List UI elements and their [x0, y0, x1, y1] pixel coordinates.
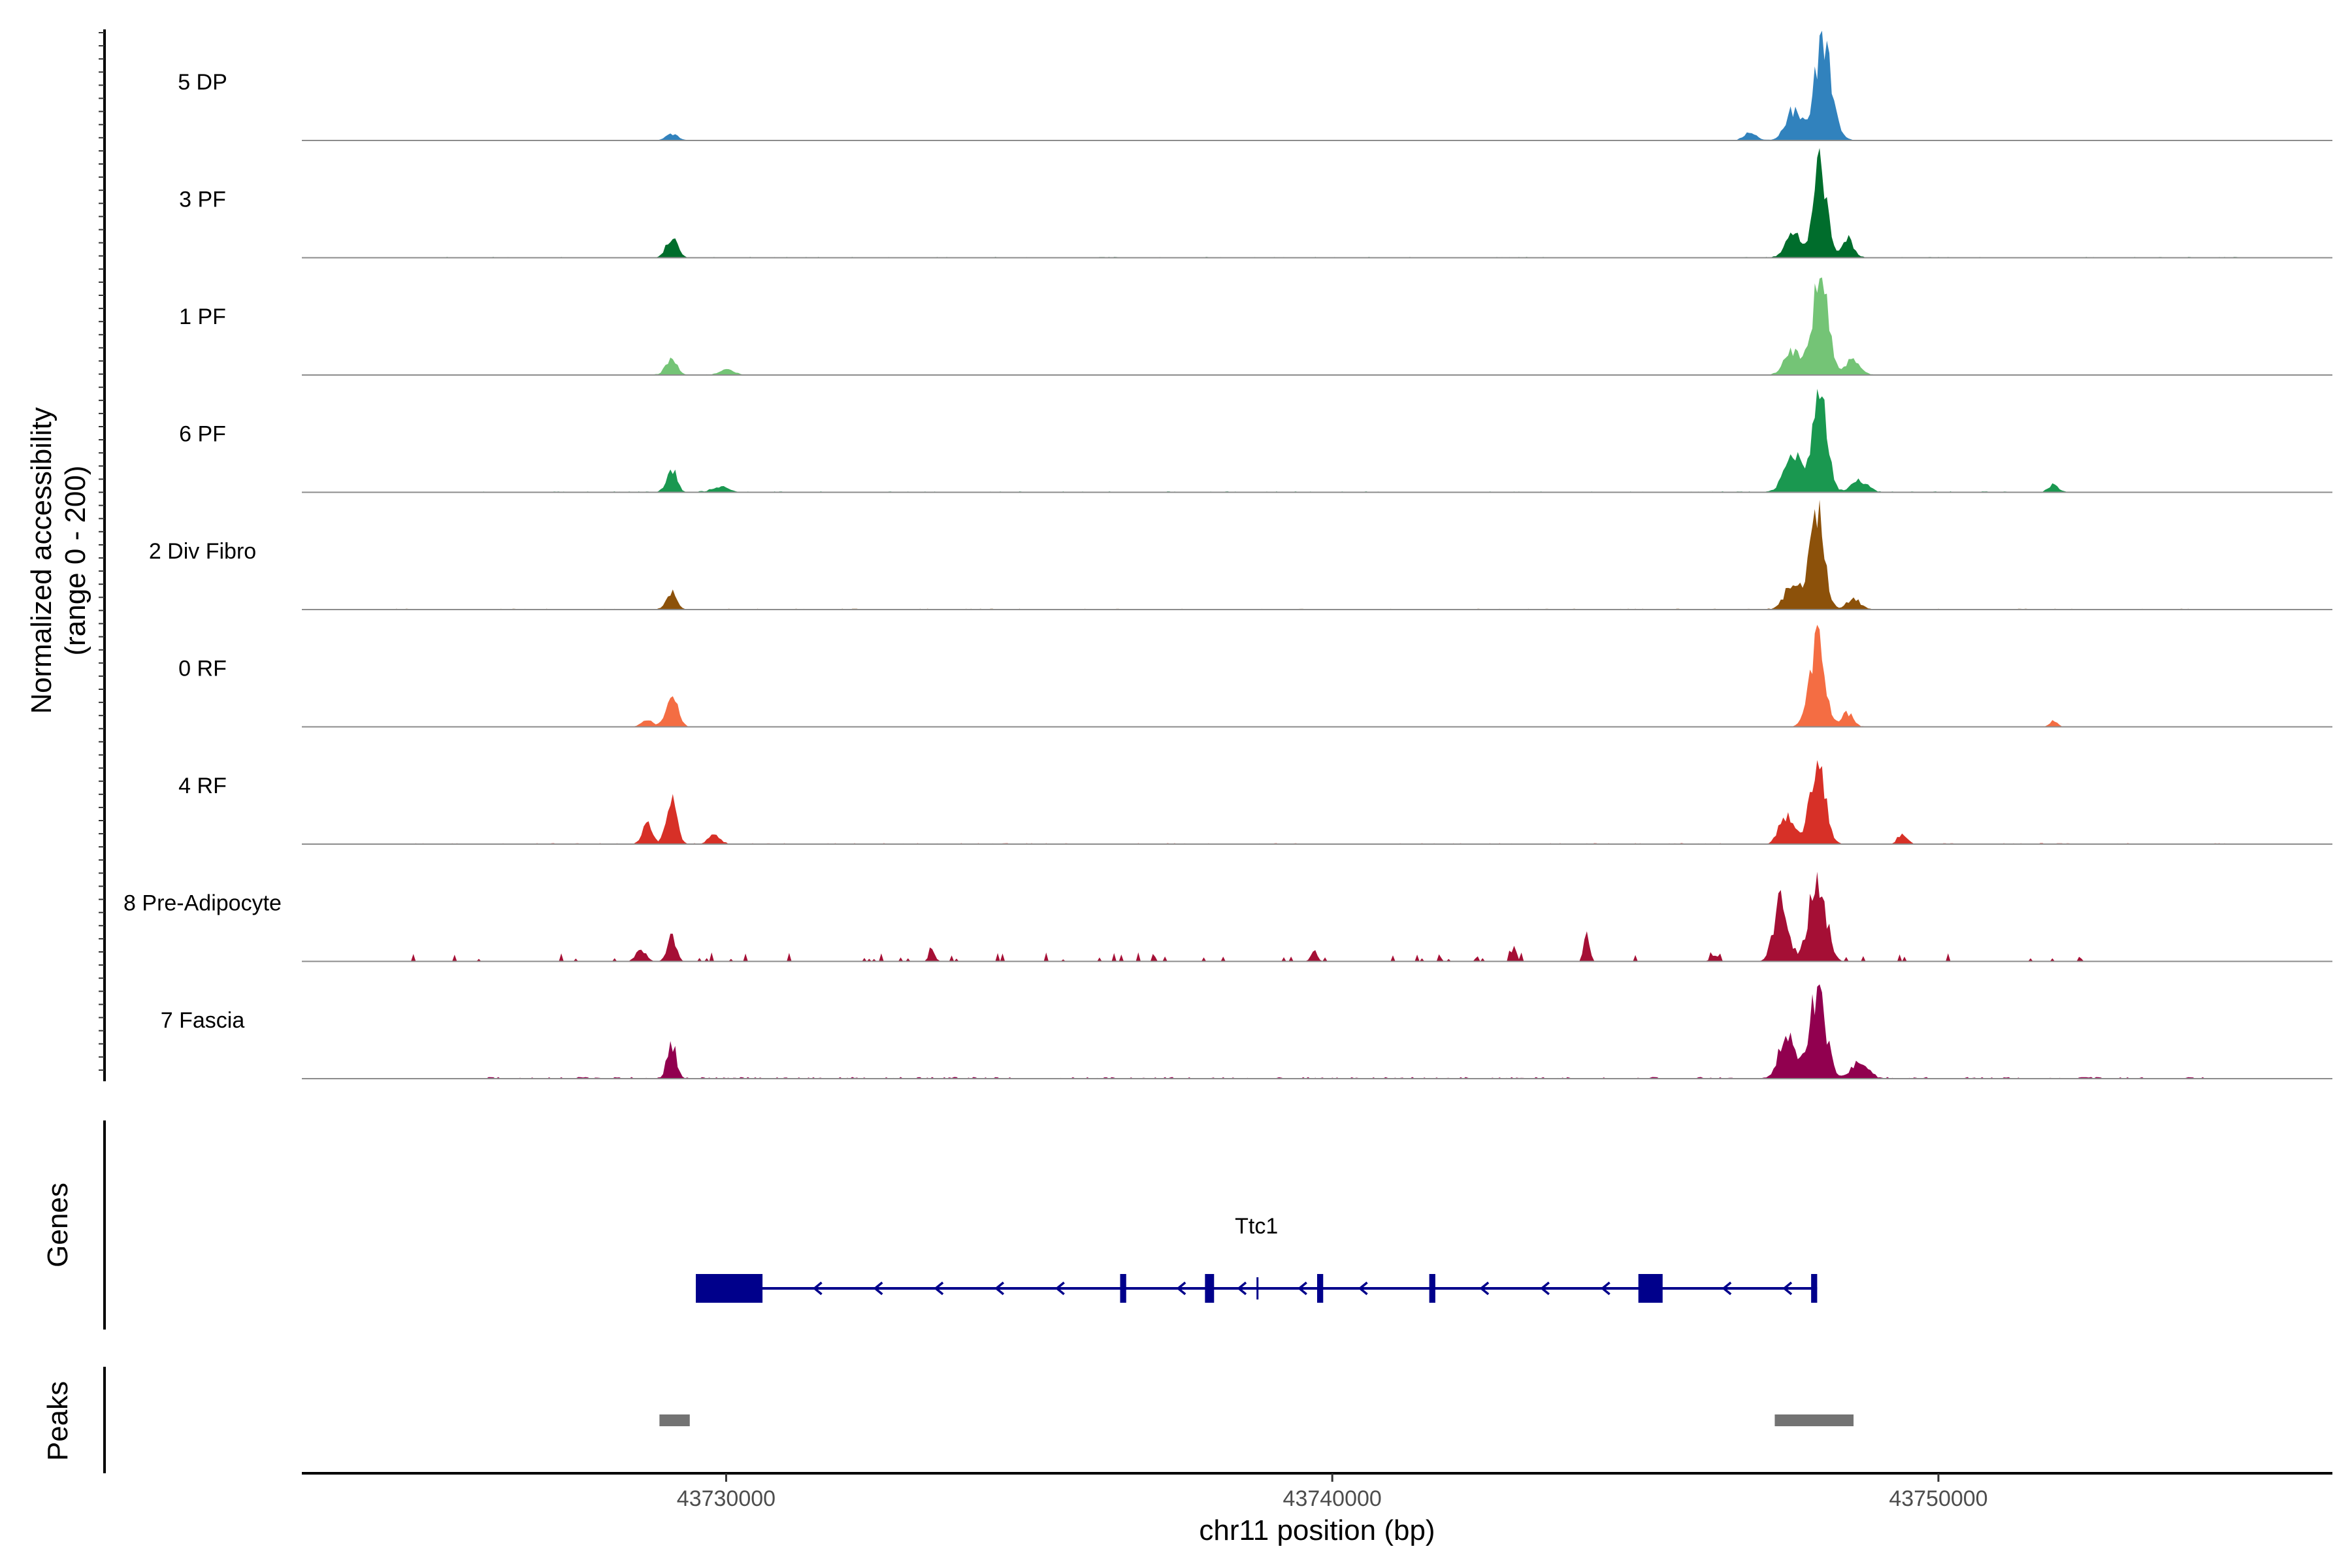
x-axis: 43730000 43740000 43750000 chr11 position …	[302, 1472, 2332, 1546]
strand-chevron	[994, 1281, 1005, 1296]
peak-bar	[1774, 1414, 1854, 1426]
gene-exon	[1638, 1274, 1663, 1303]
peak-bar	[659, 1414, 690, 1426]
x-tick-label: 43750000	[1889, 1486, 1987, 1511]
coverage-area	[302, 984, 2332, 1079]
strand-chevron	[1782, 1281, 1793, 1296]
strand-chevron	[1237, 1281, 1247, 1296]
coverage-area	[302, 31, 2332, 140]
track-2-div-fibro: 2 Div Fibro	[149, 500, 2332, 610]
gene-exon	[1205, 1274, 1215, 1303]
gene-exon	[1429, 1274, 1435, 1303]
genes-panel: Genes Ttc1	[42, 1120, 1818, 1330]
coverage-y-ticks	[99, 32, 105, 1071]
strand-chevron	[1540, 1281, 1550, 1296]
track-8-pre-adipocyte: 8 Pre-Adipocyte	[123, 872, 2332, 962]
gene-model-ttc1	[696, 1274, 1818, 1303]
y-axis-title-line1: Normalized accessibility	[25, 407, 57, 713]
gene-exon	[1811, 1274, 1818, 1303]
x-tick-label: 43730000	[677, 1486, 776, 1511]
x-tick-label: 43740000	[1283, 1486, 1382, 1511]
strand-chevron	[812, 1281, 823, 1296]
coverage-panel: Normalized accessibility (range 0 - 200)…	[25, 29, 2332, 1081]
track-label: 7 Fascia	[161, 1008, 245, 1033]
track-label: 2 Div Fibro	[149, 539, 256, 564]
track-label: 3 PF	[179, 188, 226, 212]
coverage-area	[302, 500, 2332, 610]
track-3-pf: 3 PF	[179, 148, 2332, 259]
track-6-pf: 6 PF	[179, 389, 2332, 493]
peaks-panel: Peaks	[42, 1367, 1854, 1473]
gene-name-label: Ttc1	[1235, 1214, 1278, 1239]
x-axis-ticks: 43730000 43740000 43750000	[677, 1473, 1988, 1511]
strand-chevron	[1479, 1281, 1490, 1296]
genes-axis-title: Genes	[42, 1183, 74, 1267]
track-5-dp: 5 DP	[178, 31, 2332, 141]
x-axis-title: chr11 position (bp)	[1199, 1514, 1435, 1546]
strand-chevron	[1600, 1281, 1610, 1296]
peak-bars	[659, 1414, 1854, 1426]
track-label: 4 RF	[178, 774, 227, 798]
gene-exon	[1120, 1274, 1126, 1303]
coverage-tracks: 5 DP 3 PF 1 PF 6 PF 2 Div Fibro 0 RF 4 RF 8 Pre…	[123, 31, 2332, 1079]
gene-exon	[696, 1274, 763, 1303]
coverage-area	[302, 148, 2332, 258]
track-label: 8 Pre-Adipocyte	[123, 891, 282, 916]
coverage-area	[302, 625, 2332, 727]
coverage-area	[302, 277, 2332, 375]
track-7-fascia: 7 Fascia	[161, 984, 2332, 1079]
strand-chevron	[1054, 1281, 1065, 1296]
y-axis-title-line2: (range 0 - 200)	[59, 465, 91, 655]
coverage-area	[302, 760, 2332, 844]
track-label: 1 PF	[179, 304, 226, 329]
track-label: 5 DP	[178, 70, 227, 95]
strand-chevron	[1722, 1281, 1732, 1296]
track-1-pf: 1 PF	[179, 277, 2332, 376]
strand-chevron	[1358, 1281, 1368, 1296]
strand-chevron	[873, 1281, 883, 1296]
strand-chevron	[1176, 1281, 1186, 1296]
gene-utr	[1256, 1277, 1259, 1299]
coverage-area	[302, 389, 2332, 493]
peaks-axis-title: Peaks	[42, 1381, 74, 1461]
track-label: 0 RF	[178, 657, 227, 681]
gene-exon	[1317, 1274, 1324, 1303]
track-label: 6 PF	[179, 422, 226, 447]
strand-chevron	[1298, 1281, 1307, 1296]
strand-chevron	[934, 1281, 944, 1296]
track-4-rf: 4 RF	[178, 760, 2332, 845]
track-0-rf: 0 RF	[178, 625, 2332, 728]
coverage-area	[302, 872, 2332, 962]
